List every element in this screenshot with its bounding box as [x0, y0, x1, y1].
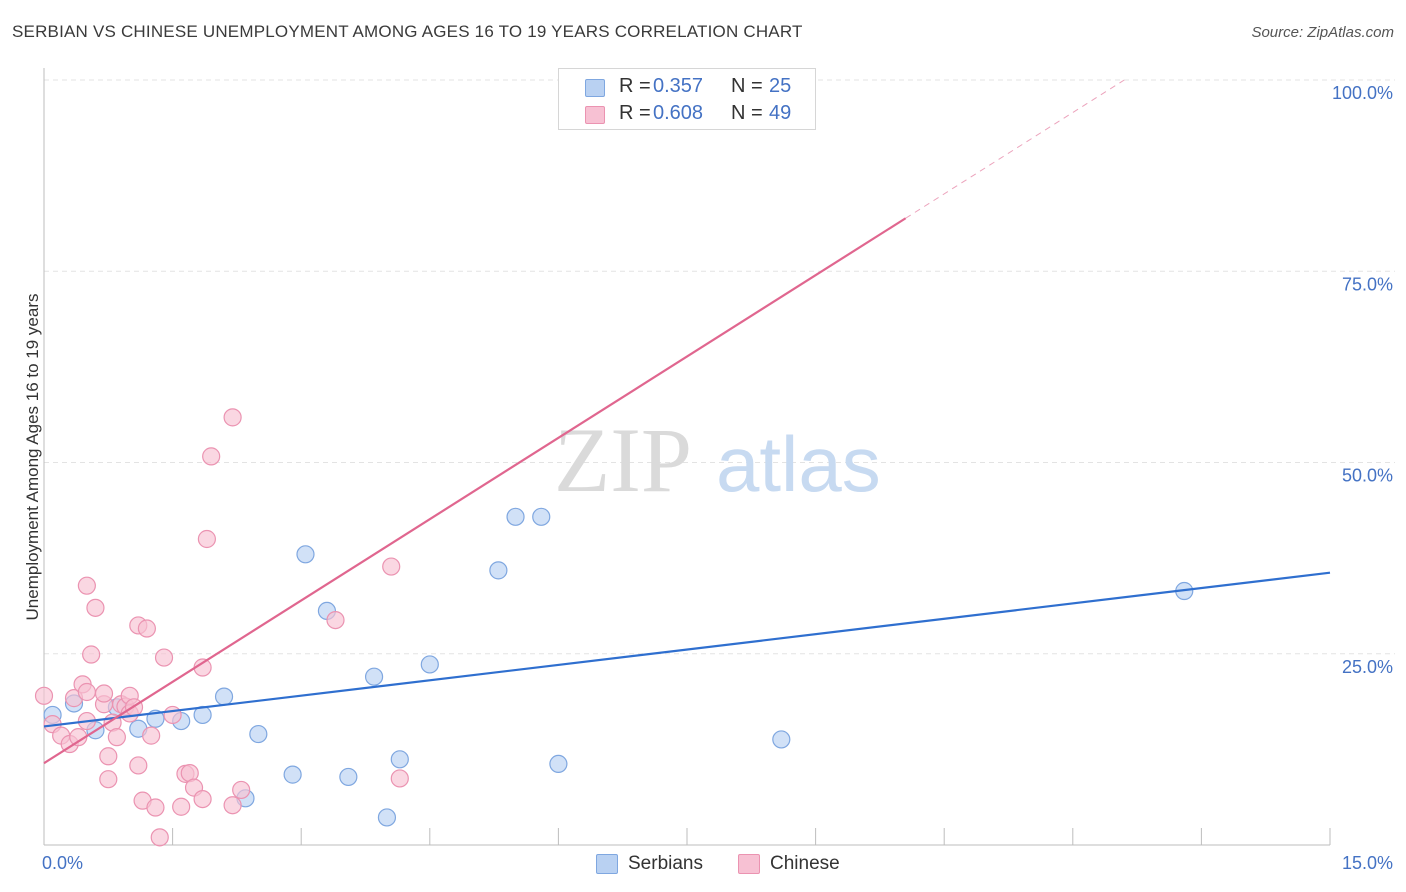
- chinese-point: [223, 796, 242, 815]
- chinese-point: [197, 529, 216, 549]
- n-value: 25: [769, 75, 792, 97]
- serbians-point: [489, 561, 508, 580]
- chinese-point: [163, 705, 182, 725]
- chinese-point: [82, 645, 101, 664]
- chinese-point: [77, 682, 96, 702]
- serbians-point: [377, 808, 397, 827]
- chinese-point: [146, 798, 165, 817]
- watermark-zip: ZIP: [554, 409, 692, 511]
- serbians-point: [339, 767, 358, 787]
- chinese-point: [99, 770, 118, 789]
- chinese-point: [382, 557, 401, 576]
- serbians-point: [214, 687, 234, 706]
- y-tick-label: 25.0%: [1342, 657, 1393, 677]
- chinese-point: [137, 619, 156, 638]
- serbians-point: [772, 730, 791, 749]
- serbians-point: [283, 765, 302, 784]
- chinese-point: [99, 747, 118, 766]
- serbians-swatch: [585, 79, 605, 97]
- serbians-point: [420, 655, 439, 674]
- y-axis-label: Unemployment Among Ages 16 to 19 years: [23, 294, 42, 621]
- chinese-trend-line: [43, 217, 907, 765]
- serbians-point: [296, 545, 315, 564]
- chinese-point: [34, 686, 54, 705]
- chinese-point: [172, 797, 191, 816]
- chinese-trend-extension: [905, 79, 1125, 219]
- serbians-point: [390, 750, 409, 769]
- serbians-point: [549, 754, 568, 774]
- chinese-point: [193, 789, 212, 809]
- chinese-point: [129, 756, 148, 775]
- r-label: R =: [619, 102, 651, 124]
- watermark-atlas: atlas: [716, 420, 881, 508]
- stats-legend: R = 0.357 N = 25 R = 0.608 N = 49: [558, 68, 816, 130]
- chinese-point: [77, 576, 96, 595]
- chinese-point: [142, 726, 161, 745]
- chinese-point: [223, 408, 242, 427]
- chinese-point: [326, 610, 345, 630]
- y-tick-label: 50.0%: [1342, 466, 1393, 486]
- chinese-point: [150, 828, 169, 847]
- chinese-point: [390, 769, 409, 788]
- chinese-swatch: [738, 854, 760, 874]
- x-tick-label: 0.0%: [42, 853, 83, 873]
- n-label: N =: [731, 75, 763, 97]
- source-label: Source: ZipAtlas.com: [1251, 24, 1394, 41]
- chinese-swatch: [585, 106, 605, 124]
- serbians-point: [249, 724, 268, 744]
- chinese-point: [154, 648, 174, 667]
- y-tick-label: 100.0%: [1332, 83, 1393, 103]
- n-value: 49: [769, 102, 792, 124]
- serbians-point: [364, 667, 384, 686]
- chinese-point: [86, 598, 105, 617]
- chinese-point: [94, 684, 114, 703]
- serbians-trend-line: [43, 571, 1331, 728]
- r-value: 0.608: [653, 102, 704, 124]
- legend-label: Serbians: [628, 853, 703, 874]
- chinese-point: [202, 447, 221, 466]
- y-tick-label: 75.0%: [1342, 274, 1393, 294]
- r-value: 0.357: [653, 75, 704, 97]
- x-tick-label: 15.0%: [1342, 853, 1393, 873]
- n-label: N =: [731, 102, 763, 124]
- chinese-point: [232, 780, 251, 800]
- serbians-swatch: [596, 854, 618, 874]
- legend-label: Chinese: [770, 853, 840, 874]
- chart-title: SERBIAN VS CHINESE UNEMPLOYMENT AMONG AG…: [12, 22, 803, 41]
- serbians-point: [532, 507, 551, 526]
- chinese-point: [107, 728, 126, 747]
- r-label: R =: [619, 75, 651, 97]
- serbians-point: [506, 507, 525, 526]
